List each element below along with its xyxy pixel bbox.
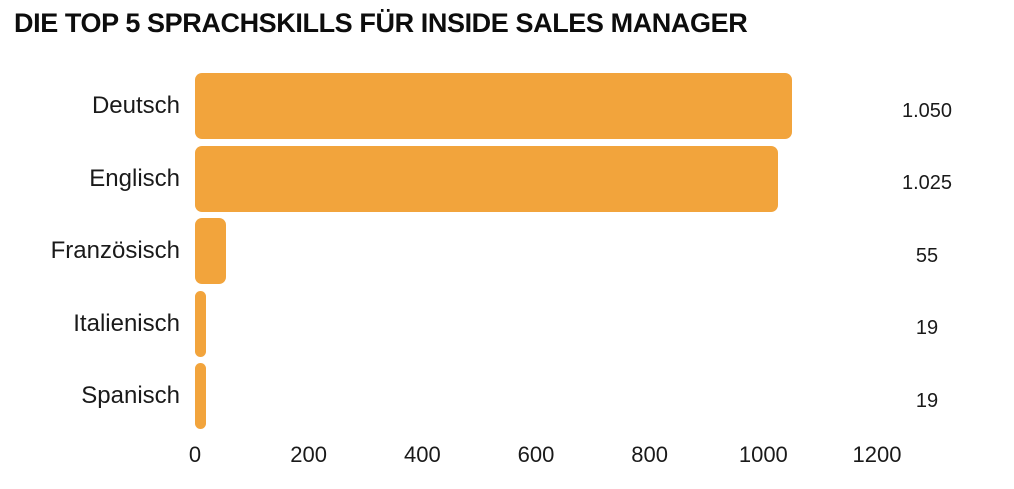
x-tick-label: 600 xyxy=(517,441,555,467)
x-tick-label: 1000 xyxy=(738,441,788,467)
chart-title: DIE TOP 5 SPRACHSKILLS FÜR INSIDE SALES … xyxy=(14,8,748,38)
bar xyxy=(195,363,206,429)
chart-row: Französisch 55 xyxy=(0,218,1014,291)
category-label: Deutsch xyxy=(91,92,180,119)
x-tick-label: 1200 xyxy=(852,441,902,467)
category-label: Italienisch xyxy=(73,309,180,337)
bar-chart: Deutsch 1.050 Englisch 1.025 Französisch 55 It… xyxy=(0,73,1014,470)
bar-track xyxy=(195,218,877,284)
bar-track xyxy=(195,73,877,139)
value-label: 19 xyxy=(915,317,939,339)
bar xyxy=(195,73,792,139)
bar-track xyxy=(195,290,877,357)
chart-rows: Deutsch 1.050 Englisch 1.025 Französisch 55 It… xyxy=(0,73,1014,436)
x-tick-label: 800 xyxy=(631,441,669,467)
chart-row: Spanisch 19 xyxy=(0,363,1014,436)
bar xyxy=(195,218,227,284)
value-label: 19 xyxy=(915,389,939,412)
bar xyxy=(195,290,206,357)
chart-row: Englisch 1.025 xyxy=(0,145,1014,219)
x-tick-label: 200 xyxy=(290,441,328,467)
bar xyxy=(195,145,778,212)
category-label: Spanisch xyxy=(81,382,180,409)
value-label: 55 xyxy=(915,244,939,267)
x-axis: 0 200 400 600 800 1000 1200 xyxy=(189,440,902,470)
category-label: Französisch xyxy=(50,237,180,264)
bar-track xyxy=(195,145,877,212)
x-tick-label: 0 xyxy=(188,441,202,467)
category-label: Englisch xyxy=(89,164,180,192)
chart-row: Deutsch 1.050 xyxy=(0,73,1014,146)
bar-track xyxy=(195,363,877,429)
value-label: 1.025 xyxy=(901,172,953,194)
chart-row: Italienisch 19 xyxy=(0,290,1014,364)
x-tick-label: 400 xyxy=(403,441,441,467)
value-label: 1.050 xyxy=(901,99,953,122)
